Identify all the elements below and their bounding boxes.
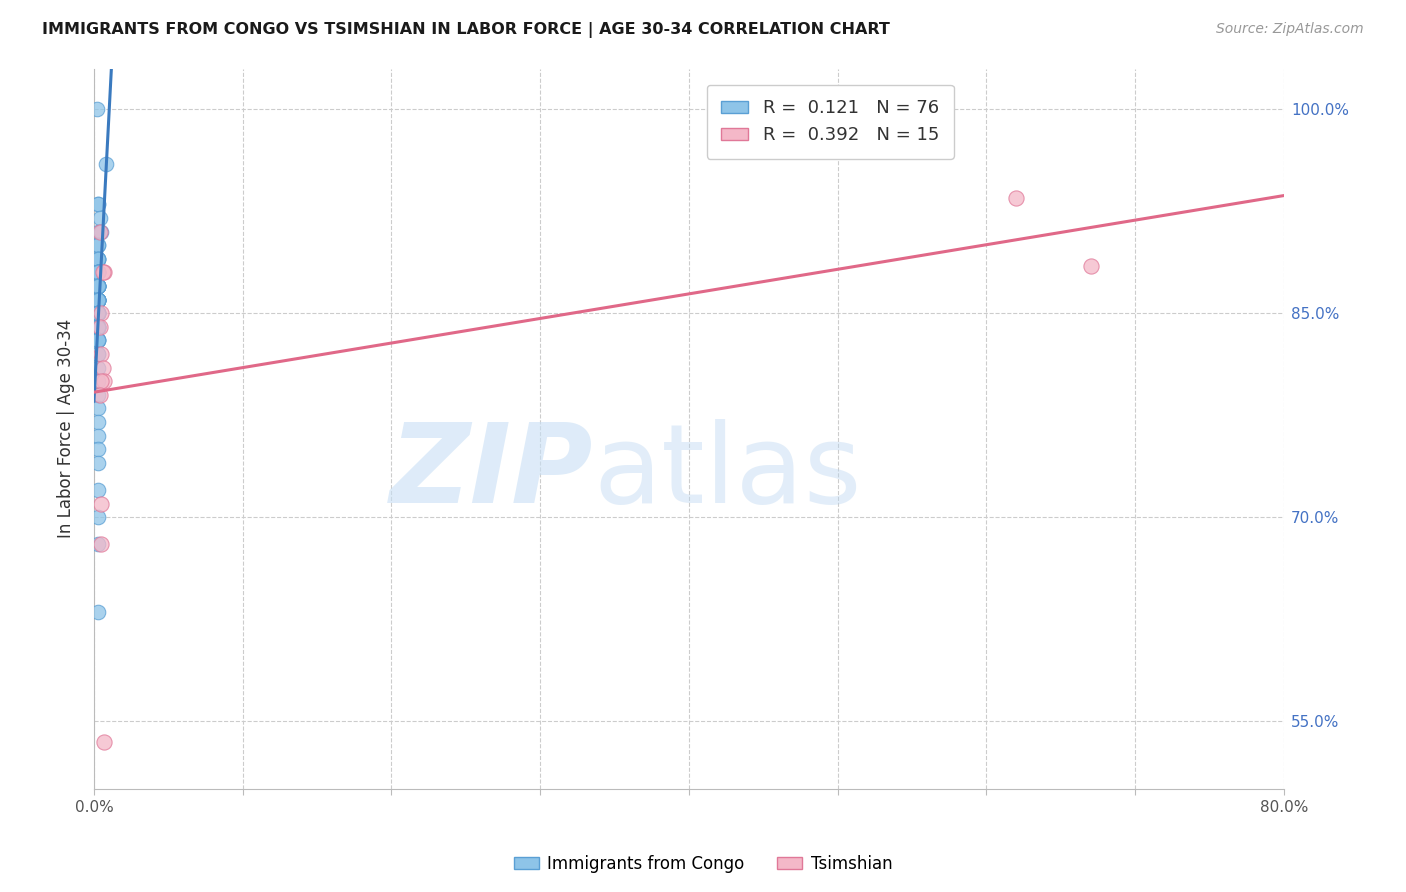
Point [87,306,110,320]
Point [87,279,110,293]
Point [87,293,110,307]
Point [87,306,110,320]
Point [87,456,110,470]
Y-axis label: In Labor Force | Age 30-34: In Labor Force | Age 30-34 [58,319,75,539]
Point [87,279,110,293]
Point [89,211,111,225]
Text: ZIP: ZIP [391,418,593,525]
Point [87,265,110,279]
Point [87,483,110,497]
Point [87,374,110,388]
Point [87,347,110,361]
Point [87,319,110,334]
Point [90,374,112,388]
Point [87,319,110,334]
Point [91,360,114,375]
Point [87,293,110,307]
Point [87,265,110,279]
Text: IMMIGRANTS FROM CONGO VS TSIMSHIAN IN LABOR FORCE | AGE 30-34 CORRELATION CHART: IMMIGRANTS FROM CONGO VS TSIMSHIAN IN LA… [42,22,890,38]
Point [87,238,110,252]
Point [1080,259,1102,273]
Point [87,334,110,348]
Point [87,279,110,293]
Point [90,497,112,511]
Legend: Immigrants from Congo, Tsimshian: Immigrants from Congo, Tsimshian [508,848,898,880]
Point [87,293,110,307]
Point [87,334,110,348]
Point [90,347,112,361]
Point [87,428,110,442]
Point [87,279,110,293]
Point [89,388,111,402]
Point [93,265,115,279]
Point [87,334,110,348]
Point [87,265,110,279]
Point [87,252,110,266]
Point [87,279,110,293]
Point [87,279,110,293]
Point [87,319,110,334]
Point [94,157,117,171]
Point [87,252,110,266]
Point [87,293,110,307]
Point [87,293,110,307]
Point [87,279,110,293]
Point [87,279,110,293]
Point [86,103,108,117]
Point [89,225,111,239]
Text: atlas: atlas [593,418,862,525]
Point [87,319,110,334]
Point [87,293,110,307]
Point [87,279,110,293]
Point [87,306,110,320]
Point [87,197,110,211]
Point [87,415,110,429]
Point [87,347,110,361]
Point [87,252,110,266]
Point [87,225,110,239]
Point [87,319,110,334]
Point [87,293,110,307]
Point [87,293,110,307]
Point [87,442,110,457]
Point [87,265,110,279]
Point [87,306,110,320]
Point [87,388,110,402]
Point [87,293,110,307]
Point [87,265,110,279]
Point [87,537,110,551]
Point [90,306,112,320]
Point [93,734,115,748]
Point [87,293,110,307]
Point [87,306,110,320]
Point [87,293,110,307]
Point [90,225,112,239]
Text: Source: ZipAtlas.com: Source: ZipAtlas.com [1216,22,1364,37]
Point [87,197,110,211]
Point [93,374,115,388]
Point [91,265,114,279]
Point [87,319,110,334]
Point [87,306,110,320]
Point [87,334,110,348]
Point [89,225,111,239]
Point [90,537,112,551]
Point [87,510,110,524]
Point [87,401,110,416]
Point [89,319,111,334]
Legend: R =  0.121   N = 76, R =  0.392   N = 15: R = 0.121 N = 76, R = 0.392 N = 15 [707,85,953,159]
Point [87,606,110,620]
Point [87,306,110,320]
Point [87,265,110,279]
Point [1005,191,1028,205]
Point [87,279,110,293]
Point [87,252,110,266]
Point [87,265,110,279]
Point [87,306,110,320]
Point [87,238,110,252]
Point [87,265,110,279]
Point [87,319,110,334]
Point [87,360,110,375]
